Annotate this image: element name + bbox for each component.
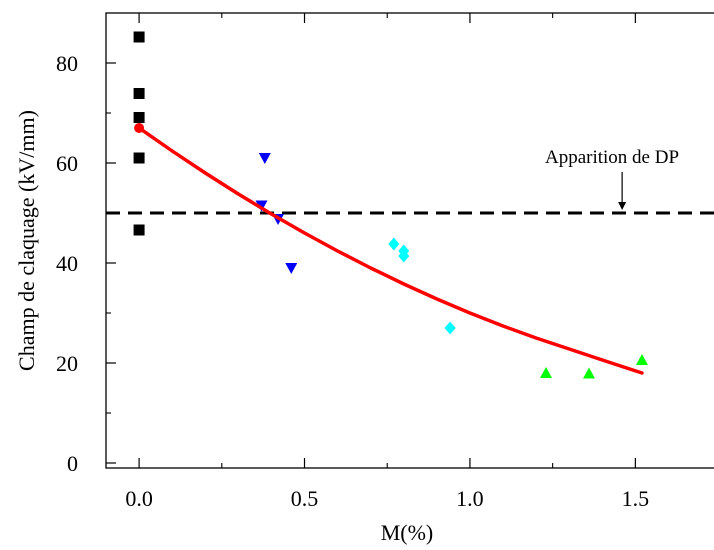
plot-frame [105, 12, 714, 469]
data-point-square [133, 88, 145, 99]
x-axis-title: M(%) [381, 520, 434, 545]
data-point-square [133, 152, 145, 164]
x-tick-label: 1.5 [622, 486, 650, 511]
data-point-triangle-up [635, 354, 648, 365]
data-point-triangle-up [583, 367, 596, 379]
y-tick-label: 20 [56, 351, 78, 376]
points-layer [133, 31, 648, 379]
data-point-square [133, 224, 145, 236]
y-axis-title: Champ de claquage (kV/mm) [14, 110, 39, 371]
ticks [106, 13, 636, 468]
data-point-diamond [388, 237, 400, 251]
y-tick-label: 80 [56, 51, 78, 76]
data-point-square [133, 112, 145, 123]
fit-layer [134, 123, 644, 375]
annotation-arrowhead [618, 202, 627, 210]
x-tick-label: 1.0 [456, 486, 484, 511]
x-tick-label: 0.5 [291, 486, 319, 511]
y-tick-label: 60 [56, 151, 78, 176]
data-point-triangle-down [258, 153, 271, 164]
data-point-square [133, 31, 145, 43]
annotation-text: Apparition de DP [545, 147, 679, 168]
fit-curve [137, 126, 644, 375]
data-point-triangle-down [285, 263, 298, 274]
y-tick-label: 40 [56, 251, 78, 276]
data-point-diamond [444, 321, 456, 335]
x-tick-label: 0.0 [125, 486, 153, 511]
data-point-diamond [398, 249, 410, 263]
tick-labels: 0.0 0.5 1.0 1.5 0 20 40 60 80 [56, 51, 649, 511]
y-tick-label: 0 [67, 451, 78, 476]
fit-curve-start-point [134, 123, 145, 133]
data-point-triangle-up [540, 367, 553, 378]
